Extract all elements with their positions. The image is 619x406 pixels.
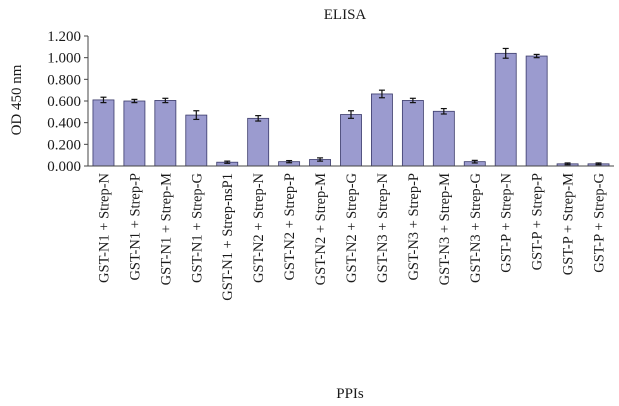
x-tick-label: GST-N1 + Strep-nsP1 [220, 173, 236, 301]
y-tick-label: 0.400 [47, 116, 81, 132]
bar [433, 111, 454, 166]
bar [495, 53, 516, 166]
y-tick-label: 1.200 [47, 29, 81, 45]
bar [371, 94, 392, 166]
x-tick-label: GST-N1 + Strep-P [127, 173, 143, 281]
bars-group [93, 53, 609, 166]
y-tick-label: 0.600 [47, 94, 81, 110]
bar [93, 100, 114, 166]
x-tick-label: GST-P + Strep-M [561, 173, 577, 275]
x-axis-label: PPIs [336, 386, 364, 402]
x-tick-label: GST-N1 + Strep-G [189, 172, 205, 282]
x-tick-label: GST-N2 + Strep-G [344, 172, 360, 282]
bar [155, 100, 176, 166]
bar [402, 100, 423, 166]
x-tick-label: GST-P + Strep-G [592, 172, 608, 272]
x-tick-label: GST-P + Strep-N [499, 172, 515, 272]
bar [124, 101, 145, 166]
x-tick-labels: GST-N1 + Strep-N GST-N1 + Strep-P GST-N1 +… [96, 172, 607, 300]
y-axis-label: OD 450 nm [9, 64, 25, 135]
x-tick-label: GST-N2 + Strep-M [313, 173, 329, 285]
bar [526, 56, 547, 166]
x-tick-label: GST-N3 + Strep-N [375, 172, 391, 282]
bar [186, 115, 207, 166]
x-tick-label: GST-N3 + Strep-M [437, 173, 453, 285]
x-tick-label: GST-N1 + Strep-N [96, 172, 112, 282]
chart-title: ELISA [324, 7, 367, 23]
y-tick-label: 0.800 [47, 72, 81, 88]
x-tick-label: GST-N2 + Strep-N [251, 172, 267, 282]
y-tick-label: 0.200 [47, 137, 81, 153]
x-tick-label: GST-N3 + Strep-G [468, 172, 484, 282]
x-tick-label: GST-N1 + Strep-M [158, 173, 174, 285]
bar [340, 115, 361, 166]
y-tick-label: 1.000 [47, 51, 81, 67]
x-tick-label: GST-N3 + Strep-P [406, 173, 422, 281]
x-tick-label: GST-P + Strep-P [530, 173, 546, 270]
y-axis-ticks: 0.000 0.200 0.400 0.600 0.800 1.000 1.200 [47, 29, 88, 175]
y-tick-label: 0.000 [47, 159, 81, 175]
x-tick-label: GST-N2 + Strep-P [282, 173, 298, 281]
bar [248, 118, 269, 166]
